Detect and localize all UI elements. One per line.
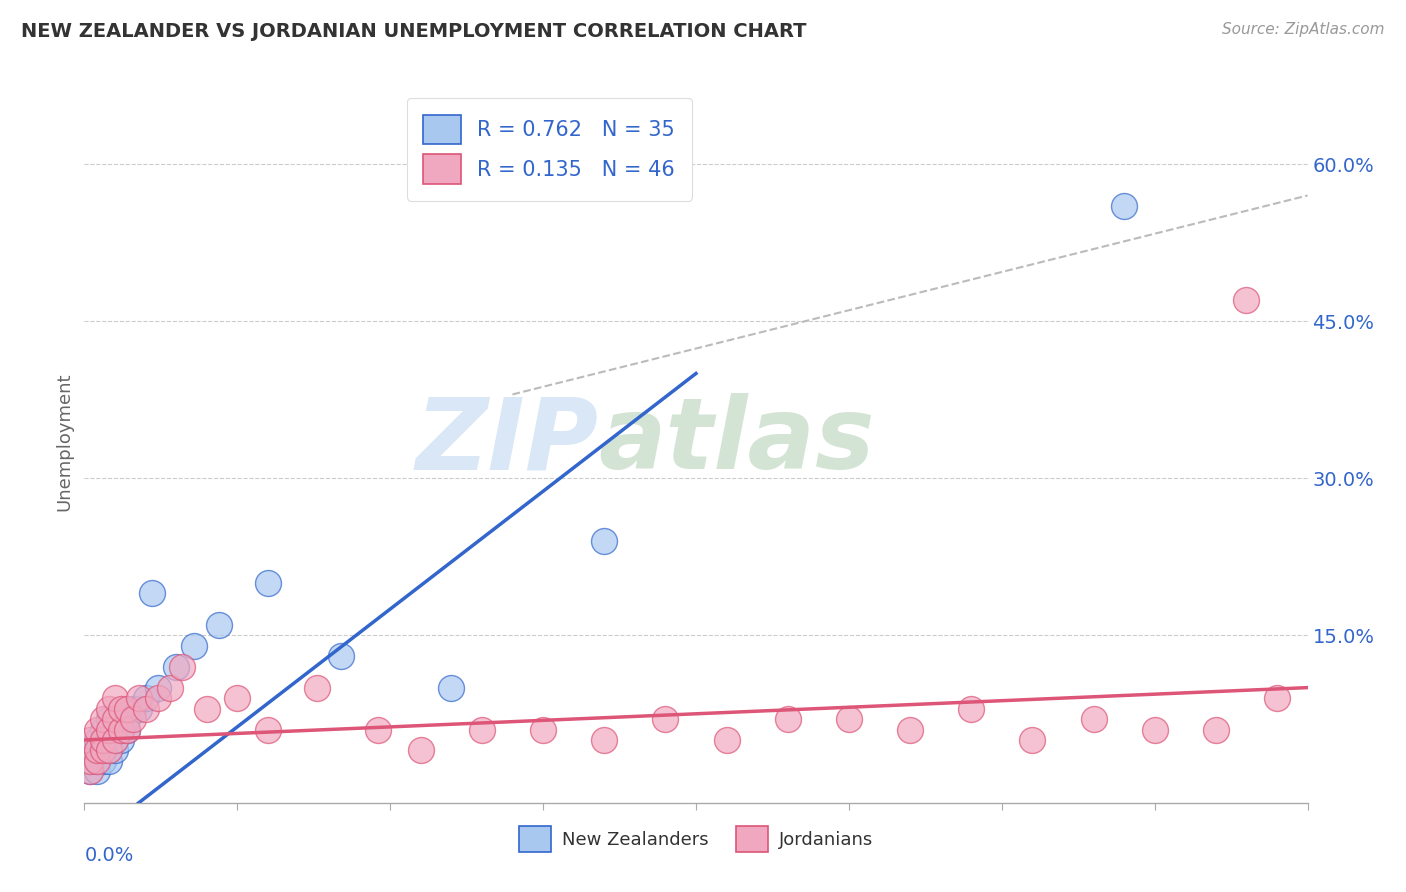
Point: [141, 586, 163, 600]
Point: [115, 723, 138, 737]
Point: [195, 701, 218, 715]
Point: [531, 723, 554, 737]
Point: [79, 764, 101, 779]
Point: [122, 701, 145, 715]
Point: [1236, 293, 1258, 308]
Point: [86, 743, 108, 757]
Point: [97, 754, 120, 768]
Point: [146, 681, 169, 695]
Point: [91, 723, 114, 737]
Point: [97, 733, 120, 747]
Point: [97, 723, 120, 737]
Point: [305, 681, 328, 695]
Point: [104, 733, 127, 747]
Point: [79, 754, 101, 768]
Point: [165, 659, 187, 673]
Point: [367, 723, 389, 737]
Point: [79, 764, 101, 779]
Point: [146, 691, 169, 706]
Point: [91, 733, 114, 747]
Legend: New Zealanders, Jordanians: New Zealanders, Jordanians: [512, 819, 880, 859]
Point: [257, 723, 280, 737]
Text: NEW ZEALANDER VS JORDANIAN UNEMPLOYMENT CORRELATION CHART: NEW ZEALANDER VS JORDANIAN UNEMPLOYMENT …: [21, 22, 807, 41]
Point: [183, 639, 205, 653]
Point: [104, 743, 127, 757]
Point: [91, 733, 114, 747]
Point: [91, 712, 114, 726]
Point: [86, 754, 108, 768]
Point: [593, 733, 616, 747]
Point: [104, 691, 127, 706]
Point: [716, 733, 738, 747]
Point: [110, 723, 132, 737]
Point: [91, 754, 114, 768]
Point: [440, 681, 463, 695]
Point: [1143, 723, 1166, 737]
Point: [208, 617, 231, 632]
Point: [86, 754, 108, 768]
Point: [1265, 691, 1288, 706]
Point: [257, 575, 280, 590]
Point: [960, 701, 983, 715]
Point: [172, 659, 194, 673]
Point: [135, 701, 157, 715]
Point: [97, 712, 120, 726]
Point: [135, 691, 157, 706]
Point: [86, 723, 108, 737]
Point: [79, 733, 101, 747]
Point: [898, 723, 921, 737]
Point: [226, 691, 249, 706]
Point: [104, 723, 127, 737]
Point: [593, 534, 616, 549]
Text: ZIP: ZIP: [415, 393, 598, 490]
Point: [91, 743, 114, 757]
Point: [97, 743, 120, 757]
Point: [128, 701, 150, 715]
Point: [1083, 712, 1105, 726]
Point: [115, 701, 138, 715]
Point: [159, 681, 181, 695]
Point: [110, 733, 132, 747]
Point: [86, 764, 108, 779]
Point: [97, 701, 120, 715]
Point: [409, 743, 432, 757]
Point: [1205, 723, 1227, 737]
Point: [79, 754, 101, 768]
Point: [97, 743, 120, 757]
Point: [86, 743, 108, 757]
Point: [91, 743, 114, 757]
Text: 0.0%: 0.0%: [84, 847, 134, 865]
Point: [122, 712, 145, 726]
Point: [330, 649, 353, 664]
Text: Source: ZipAtlas.com: Source: ZipAtlas.com: [1222, 22, 1385, 37]
Point: [1114, 199, 1136, 213]
Point: [128, 691, 150, 706]
Point: [654, 712, 676, 726]
Point: [104, 712, 127, 726]
Point: [471, 723, 494, 737]
Point: [110, 701, 132, 715]
Point: [79, 743, 101, 757]
Point: [776, 712, 799, 726]
Point: [1021, 733, 1043, 747]
Point: [110, 723, 132, 737]
Point: [115, 723, 138, 737]
Point: [115, 712, 138, 726]
Point: [838, 712, 860, 726]
Y-axis label: Unemployment: Unemployment: [55, 372, 73, 511]
Text: atlas: atlas: [598, 393, 875, 490]
Point: [86, 733, 108, 747]
Point: [104, 733, 127, 747]
